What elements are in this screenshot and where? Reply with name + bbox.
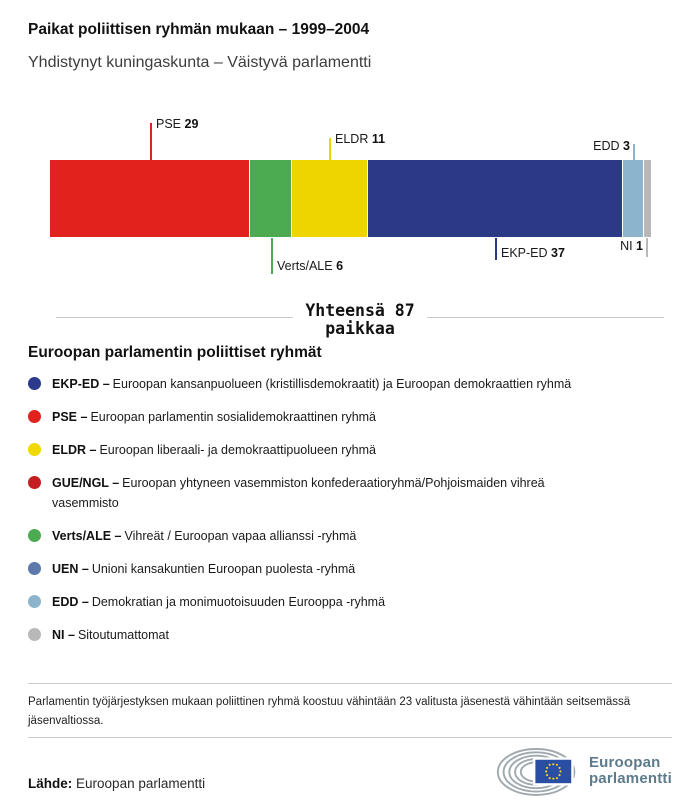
legend-item-edd: EDD – Demokratian ja monimuotoisuuden Eur… [28, 592, 672, 612]
bar-segment-ekp [368, 160, 622, 237]
legend-heading: Euroopan parlamentin poliittiset ryhmät [28, 344, 322, 361]
page-subtitle: Yhdistynyt kuningaskunta – Väistyvä parl… [28, 54, 372, 71]
footnote-divider [28, 683, 672, 684]
legend-dot-edd [28, 595, 41, 608]
source-label: Lähde: [28, 776, 73, 791]
legend-dot-ni [28, 628, 41, 641]
callout-label-eldr: ELDR 11 [335, 132, 386, 146]
legend-list: EKP-ED – Euroopan kansanpuolueen (kristil… [28, 374, 672, 645]
legend-item-eldr: ELDR – Euroopan liberaali- ja demokraatti… [28, 440, 672, 460]
source-value: Euroopan parlamentti [76, 776, 206, 791]
footer: Lähde: Euroopan parlamentti [28, 738, 672, 804]
legend-dot-gue-ngl [28, 476, 41, 489]
seats-bar [50, 160, 651, 237]
legend-item-verts-ale: Verts/ALE – Vihreät / Euroopan vapaa alli… [28, 526, 672, 546]
total-rule-left [56, 317, 293, 337]
legend-dot-ekp-ed [28, 377, 41, 390]
callout-line-edd [633, 144, 635, 160]
legend-dot-verts-ale [28, 529, 41, 542]
footnote: Parlamentin työjärjestyksen mukaan polii… [28, 696, 631, 727]
legend-dot-uen [28, 562, 41, 575]
ep-hemicycle-icon [496, 748, 576, 796]
legend-dot-pse [28, 410, 41, 423]
callout-label-ni: NI 1 [620, 239, 643, 253]
callout-line-ekp [495, 238, 497, 260]
callout-label-ekp: EKP-ED 37 [501, 246, 565, 260]
footer-divider [28, 737, 672, 738]
ep-logo-text: Euroopan parlamentti [588, 754, 672, 787]
bar-segment-edd [622, 160, 644, 237]
legend-item-ekp-ed: EKP-ED – Euroopan kansanpuolueen (kristil… [28, 374, 672, 394]
ep-logo: Euroopan parlamentti [494, 745, 672, 797]
callout-line-ni [646, 238, 648, 257]
legend-item-gue-ngl: GUE/NGL – Euroopan yhtyneen vasemmiston k… [28, 473, 672, 513]
total-seats-label: Yhteensä 87 paikkaa [305, 301, 415, 338]
total-seats-row: Yhteensä 87 paikkaa [56, 302, 664, 337]
bar-segment-eldr [291, 160, 368, 237]
source-line: Lähde: Euroopan parlamentti [28, 776, 205, 791]
bar-segment-ni [644, 160, 651, 237]
callout-label-verts: Verts/ALE 6 [277, 259, 344, 273]
legend-item-uen: UEN – Unioni kansakuntien Euroopan puoles… [28, 559, 672, 579]
total-rule-right [427, 317, 664, 337]
callout-label-pse: PSE 29 [156, 117, 199, 131]
callout-line-pse [150, 123, 152, 160]
legend-item-pse: PSE – Euroopan parlamentin sosialidemokra… [28, 407, 672, 427]
bar-segment-pse [50, 160, 249, 237]
callout-line-eldr [329, 138, 331, 160]
callout-label-edd: EDD 3 [593, 139, 630, 153]
page-title: Paikat poliittisen ryhmän mukaan – 1999–… [28, 21, 370, 38]
bar-segment-verts [249, 160, 291, 237]
seats-chart: PSE 29 ELDR 11 EDD 3 Verts/ALE 6 EKP-ED … [0, 107, 700, 292]
eu-stars-icon [545, 763, 562, 780]
legend-dot-eldr [28, 443, 41, 456]
legend-item-ni: NI – Sitoutumattomat [28, 625, 672, 645]
callout-line-verts [271, 238, 273, 274]
